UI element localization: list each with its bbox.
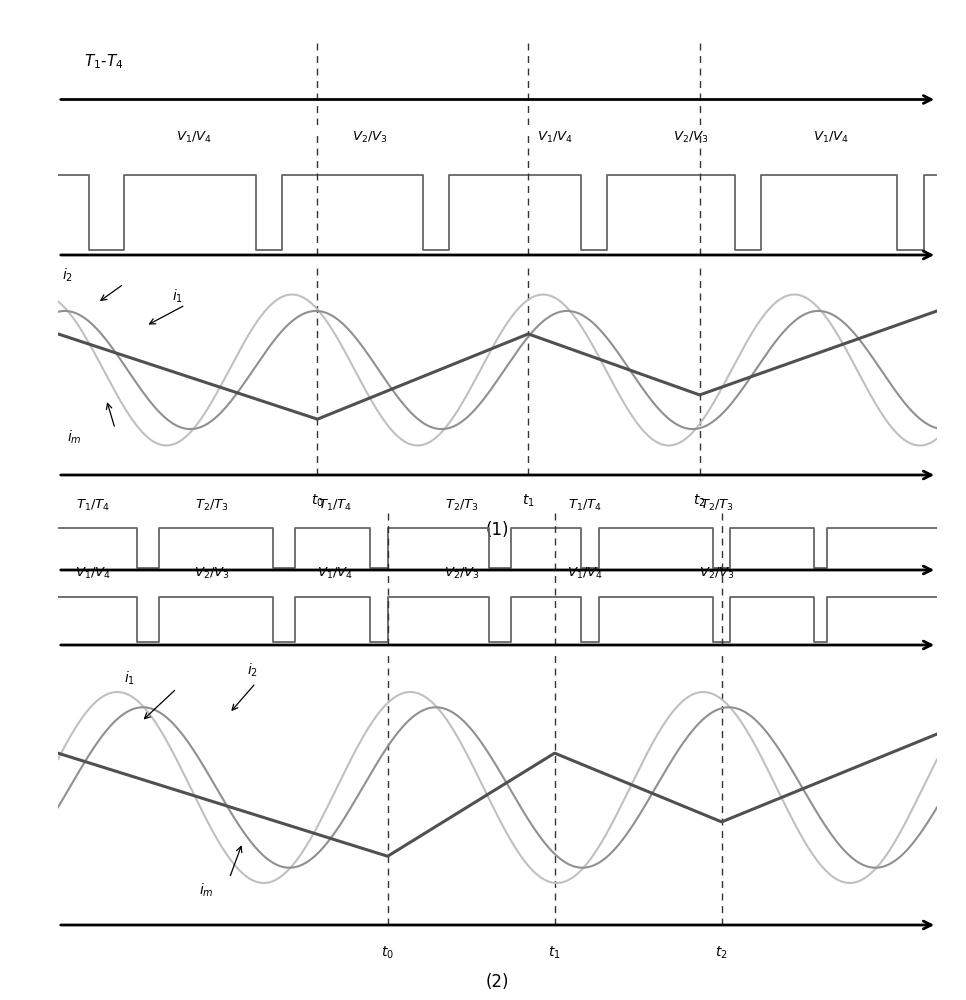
Text: $T_1/T_4$: $T_1/T_4$ [318, 498, 352, 513]
Text: $V_2/V_3$: $V_2/V_3$ [352, 129, 388, 145]
Text: $V_1/V_4$: $V_1/V_4$ [317, 566, 353, 581]
Text: (1): (1) [486, 521, 509, 539]
Text: $T_1/T_4$: $T_1/T_4$ [568, 498, 603, 513]
Text: $T_1/T_4$: $T_1/T_4$ [76, 498, 110, 513]
Text: $t_1$: $t_1$ [549, 944, 561, 961]
Text: $T_2/T_3$: $T_2/T_3$ [700, 498, 734, 513]
Text: $V_2/V_3$: $V_2/V_3$ [444, 566, 480, 581]
Text: $V_1/V_4$: $V_1/V_4$ [567, 566, 604, 581]
Text: $t_0$: $t_0$ [382, 944, 394, 961]
Text: $V_2/V_3$: $V_2/V_3$ [673, 129, 709, 145]
Text: $V_1/V_4$: $V_1/V_4$ [813, 129, 850, 145]
Text: $V_2/V_3$: $V_2/V_3$ [194, 566, 230, 581]
Text: $V_1/V_4$: $V_1/V_4$ [176, 129, 213, 145]
Text: $T_2/T_3$: $T_2/T_3$ [195, 498, 229, 513]
Text: (2): (2) [486, 973, 509, 991]
Text: $T_1$-$T_4$: $T_1$-$T_4$ [84, 52, 124, 71]
Text: $V_1/V_4$: $V_1/V_4$ [536, 129, 573, 145]
Text: $V_2/V_3$: $V_2/V_3$ [699, 566, 735, 581]
Text: $T_2/T_3$: $T_2/T_3$ [445, 498, 479, 513]
Text: $i_1$: $i_1$ [124, 670, 135, 687]
Text: $i_m$: $i_m$ [199, 882, 213, 899]
Text: $t_2$: $t_2$ [694, 493, 706, 509]
Text: $i_m$: $i_m$ [67, 428, 81, 446]
Text: $t_2$: $t_2$ [715, 944, 728, 961]
Text: $i_2$: $i_2$ [247, 662, 258, 679]
Text: $i_2$: $i_2$ [63, 267, 73, 284]
Text: $t_1$: $t_1$ [522, 493, 534, 509]
Text: $V_1/V_4$: $V_1/V_4$ [75, 566, 111, 581]
Text: $t_0$: $t_0$ [311, 493, 324, 509]
Text: $i_1$: $i_1$ [172, 288, 184, 305]
